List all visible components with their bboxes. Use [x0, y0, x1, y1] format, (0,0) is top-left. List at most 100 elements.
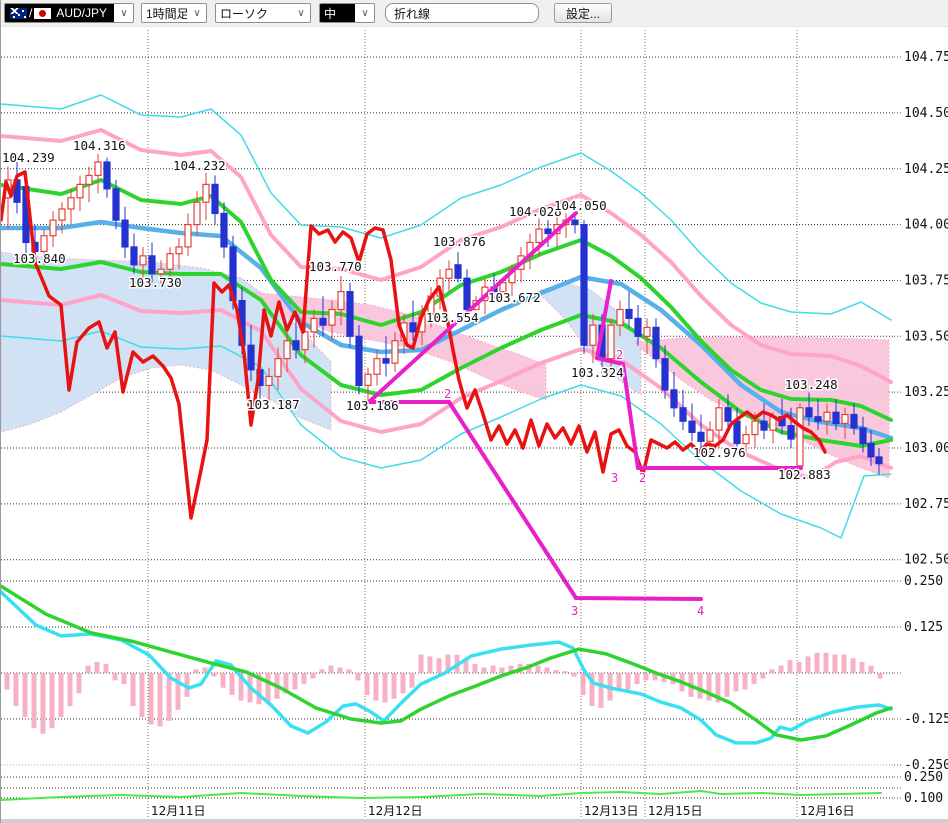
- date-axis-label: 12月13日: [584, 804, 639, 818]
- chevron-down-icon[interactable]: ∨: [361, 7, 369, 19]
- currency-pair-select[interactable]: / AUD/JPY ∨: [4, 3, 134, 23]
- candle: [139, 255, 147, 266]
- candle: [814, 416, 822, 422]
- macd-histogram-bar: [139, 673, 145, 718]
- candle: [193, 201, 201, 226]
- macd-histogram-bar: [760, 673, 766, 679]
- macd-histogram-bar: [85, 665, 91, 673]
- candle: [373, 358, 381, 375]
- macd-histogram-bar: [193, 669, 199, 673]
- price-axis-label: 104.75: [904, 50, 948, 65]
- macd-histogram-bar: [328, 665, 334, 673]
- macd-histogram-bar: [31, 673, 37, 729]
- macd-histogram-bar: [724, 673, 730, 697]
- macd-histogram-bar: [409, 673, 415, 688]
- candle: [867, 442, 875, 458]
- candle: [184, 224, 192, 248]
- price-axis-label: 103.75: [904, 273, 948, 288]
- swing-price-label: 103.186: [346, 398, 399, 413]
- candle: [337, 291, 345, 311]
- macd-histogram-bar: [751, 673, 757, 685]
- candle: [760, 420, 768, 431]
- macd-histogram-bar: [643, 673, 649, 681]
- macd-axis-label: -0.250: [904, 758, 948, 773]
- macd-histogram-bar: [652, 673, 658, 681]
- macd-histogram-bar: [868, 665, 874, 673]
- macd-histogram-bar: [265, 673, 271, 703]
- candle: [751, 420, 759, 436]
- macd-histogram-bar: [490, 665, 496, 673]
- candle: [274, 358, 282, 378]
- candle: [319, 317, 327, 326]
- candle: [409, 322, 417, 333]
- macd-histogram-bar: [112, 673, 118, 681]
- macd-histogram-bar: [823, 652, 829, 673]
- candle: [823, 411, 831, 422]
- macd-histogram-bar: [463, 660, 469, 673]
- macd-histogram-bar: [310, 673, 316, 679]
- pair-separator: /: [29, 6, 33, 20]
- macd-histogram-bar: [778, 665, 784, 673]
- settings-button[interactable]: 設定...: [554, 3, 612, 23]
- macd-histogram-bar: [472, 663, 478, 673]
- candle: [859, 427, 867, 445]
- candle: [103, 161, 111, 190]
- chevron-down-icon[interactable]: ∨: [193, 7, 201, 19]
- trend-annotation-line: [367, 211, 578, 404]
- macd-histogram-bar: [58, 673, 64, 718]
- macd-histogram-bar: [130, 673, 136, 707]
- macd-histogram-bar: [787, 660, 793, 673]
- macd-axis-label: -0.125: [904, 712, 948, 727]
- trend-annotation-line: [447, 400, 578, 600]
- macd-histogram-bar: [157, 673, 163, 727]
- macd-histogram-bar: [283, 673, 289, 694]
- timeframe-select[interactable]: 1時間足 ∨: [141, 3, 207, 23]
- candle: [301, 331, 309, 351]
- macd-histogram-bar: [553, 670, 559, 673]
- candle: [454, 264, 462, 279]
- candle: [535, 228, 543, 244]
- macd-histogram-bar: [832, 654, 838, 673]
- candle: [40, 235, 48, 253]
- envelope-upper-line: [1, 94, 892, 321]
- macd-histogram-bar: [22, 673, 28, 718]
- macd-histogram-bar: [238, 673, 244, 701]
- macd-histogram-bar: [796, 661, 802, 673]
- macd-histogram-bar: [94, 661, 100, 673]
- candle: [211, 183, 219, 215]
- chart-type-select[interactable]: ローソク ∨: [215, 3, 311, 23]
- chevron-down-icon[interactable]: ∨: [297, 7, 305, 19]
- chevron-down-icon[interactable]: ∨: [120, 7, 128, 19]
- candle: [796, 407, 804, 467]
- candle: [463, 277, 471, 311]
- candle: [67, 197, 75, 210]
- bar-size-value: 中: [320, 4, 355, 22]
- candle: [724, 407, 732, 422]
- candle: [94, 161, 102, 177]
- macd-histogram-bar: [436, 658, 442, 673]
- annotation-number: 2: [639, 471, 646, 485]
- candle: [445, 268, 453, 279]
- candle: [832, 411, 840, 425]
- swing-price-label: 102.883: [778, 467, 831, 482]
- sub-indicator-line: [1, 790, 882, 801]
- candle: [85, 174, 93, 185]
- macd-histogram-bar: [121, 673, 127, 685]
- swing-price-label: 103.840: [13, 251, 66, 266]
- swing-price-label: 104.316: [73, 138, 126, 153]
- trend-annotation-line: [595, 356, 625, 366]
- macd-histogram-bar: [544, 667, 550, 673]
- macd-axis-label: 0.250: [904, 574, 943, 589]
- moving-average-mid-line: [1, 219, 894, 441]
- candle: [265, 375, 273, 387]
- date-axis-label: 12月16日: [800, 804, 855, 818]
- candle: [49, 219, 57, 237]
- macd-histogram-bar: [508, 665, 514, 673]
- date-axis-label: 12月15日: [648, 804, 703, 818]
- candle: [121, 219, 129, 248]
- overlay-type-input[interactable]: [385, 3, 539, 23]
- bar-size-select[interactable]: 中 ∨: [319, 3, 375, 23]
- price-axis-label: 104.25: [904, 162, 948, 177]
- macd-histogram-bar: [562, 671, 568, 673]
